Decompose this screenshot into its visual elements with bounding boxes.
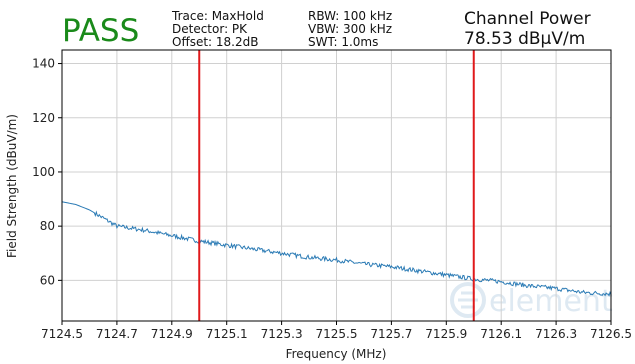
trace-info: Trace: MaxHold (171, 9, 264, 23)
y-tick-label: 60 (40, 273, 55, 287)
watermark-logo-mark-icon (458, 291, 478, 309)
x-tick-label: 7125.3 (261, 327, 303, 341)
marker-lines (198, 50, 475, 321)
x-tick-label: 7124.9 (151, 327, 193, 341)
detector-info: Detector: PK (172, 22, 248, 36)
trace-line (61, 201, 612, 297)
element-watermark: element (450, 282, 613, 319)
grid-lines (61, 50, 612, 321)
x-tick-label: 7125.7 (370, 327, 412, 341)
y-axis-label: Field Strength (dBuV/m) (5, 114, 19, 258)
x-tick-label: 7126.5 (590, 327, 632, 341)
x-tick-label: 7125.9 (425, 327, 467, 341)
vbw-info: VBW: 300 kHz (308, 22, 392, 36)
offset-info: Offset: 18.2dB (172, 35, 258, 49)
channel-power-title: Channel Power (464, 9, 591, 29)
x-tick-label: 7126.1 (480, 327, 522, 341)
rbw-info: RBW: 100 kHz (308, 9, 392, 23)
swt-info: SWT: 1.0ms (308, 35, 378, 49)
x-tick-label: 7124.7 (96, 327, 138, 341)
y-tick-label: 80 (40, 219, 55, 233)
x-tick-label: 7124.5 (41, 327, 83, 341)
x-axis-label: Frequency (MHz) (286, 347, 387, 361)
y-tick-label: 140 (32, 57, 55, 71)
watermark-logo-icon (450, 282, 486, 318)
x-tick-label: 7125.1 (206, 327, 248, 341)
y-tick-label: 120 (32, 111, 55, 125)
trace-series (61, 201, 612, 297)
y-axis-ticks: 60 80 100 120 140 (32, 57, 62, 287)
channel-power-value: 78.53 dBµV/m (464, 29, 585, 49)
verdict-label: PASS (62, 13, 139, 49)
x-tick-label: 7125.5 (316, 327, 358, 341)
y-tick-label: 100 (32, 165, 55, 179)
x-tick-label: 7126.3 (535, 327, 577, 341)
x-axis-ticks: 7124.5 7124.7 7124.9 7125.1 7125.3 7125.5 7125… (41, 321, 632, 341)
